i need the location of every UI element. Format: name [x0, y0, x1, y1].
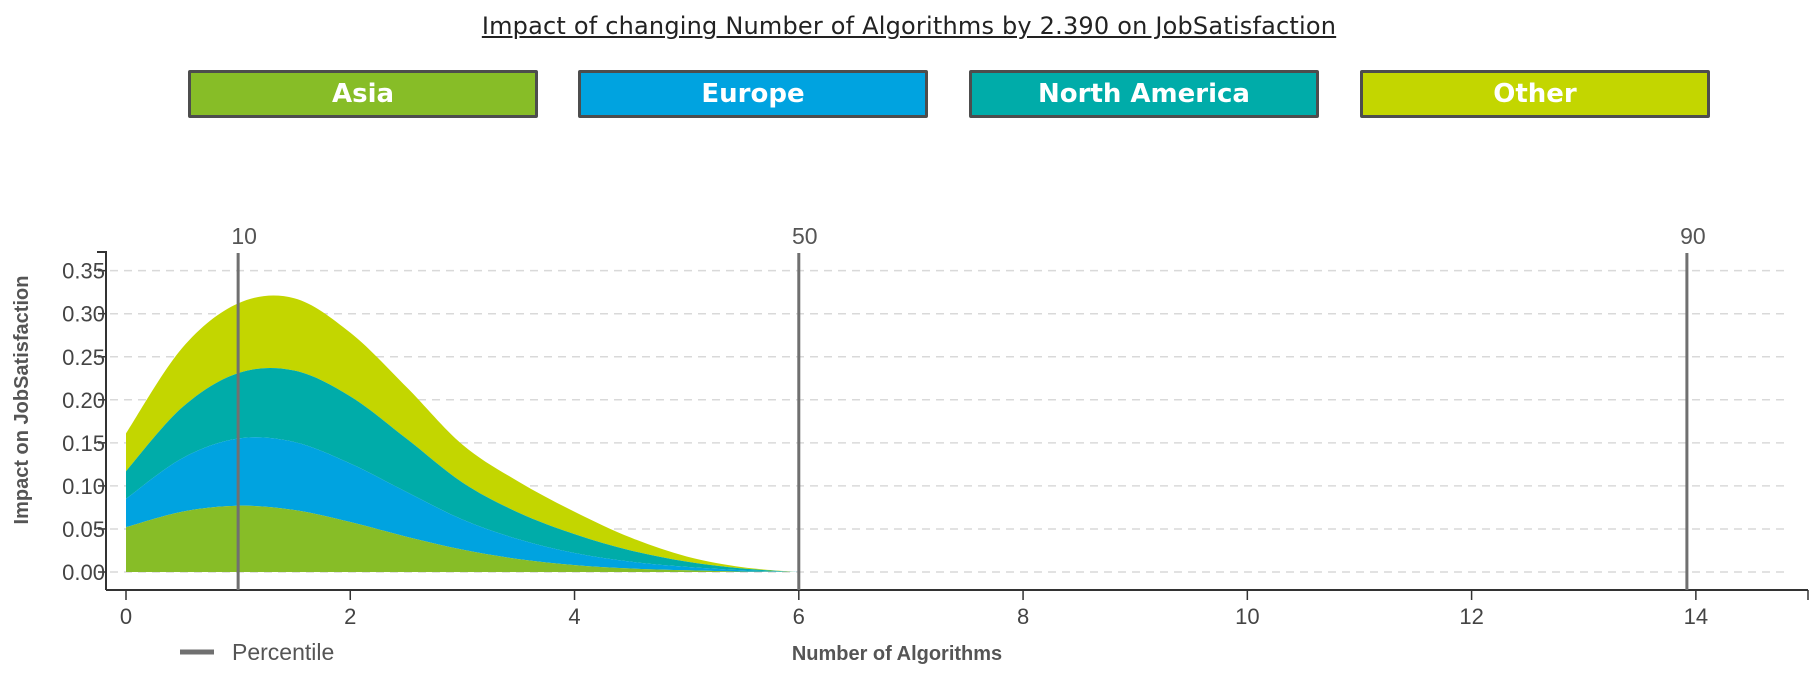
- series-legend: Asia Europe North America Other: [0, 70, 1818, 122]
- percentile-label-10: 10: [231, 223, 257, 249]
- x-tick-label: 12: [1459, 604, 1483, 629]
- percentile-label-90: 90: [1680, 223, 1706, 249]
- legend-button-europe[interactable]: Europe: [578, 70, 928, 118]
- chart-title: Impact of changing Number of Algorithms …: [481, 12, 1337, 40]
- y-tick-label: 0.15: [62, 431, 105, 456]
- x-tick-label: 2: [344, 604, 356, 629]
- x-tick-label: 4: [568, 604, 580, 629]
- x-tick-label: 10: [1235, 604, 1259, 629]
- x-tick-label: 14: [1684, 604, 1708, 629]
- area-asia: [126, 505, 799, 572]
- x-tick-label: 6: [793, 604, 805, 629]
- y-tick-label: 0.00: [62, 560, 105, 585]
- y-tick-label: 0.35: [62, 259, 105, 284]
- y-tick-label: 0.30: [62, 302, 105, 327]
- y-tick-label: 0.20: [62, 388, 105, 413]
- y-axis-title: Impact on JobSatisfaction: [11, 276, 33, 525]
- y-tick-label: 0.05: [62, 517, 105, 542]
- percentile-legend-label: Percentile: [232, 639, 334, 665]
- area-north-america: [126, 367, 799, 572]
- legend-button-north-america[interactable]: North America: [969, 70, 1319, 118]
- area-europe: [126, 437, 799, 572]
- x-axis-title: Number of Algorithms: [792, 643, 1002, 665]
- x-tick-label: 0: [120, 604, 132, 629]
- area-other: [126, 295, 799, 572]
- legend-button-asia[interactable]: Asia: [188, 70, 538, 118]
- x-tick-label: 8: [1017, 604, 1029, 629]
- legend-button-other[interactable]: Other: [1360, 70, 1710, 118]
- y-tick-label: 0.10: [62, 474, 105, 499]
- y-tick-label: 0.25: [62, 345, 105, 370]
- percentile-label-50: 50: [792, 223, 818, 249]
